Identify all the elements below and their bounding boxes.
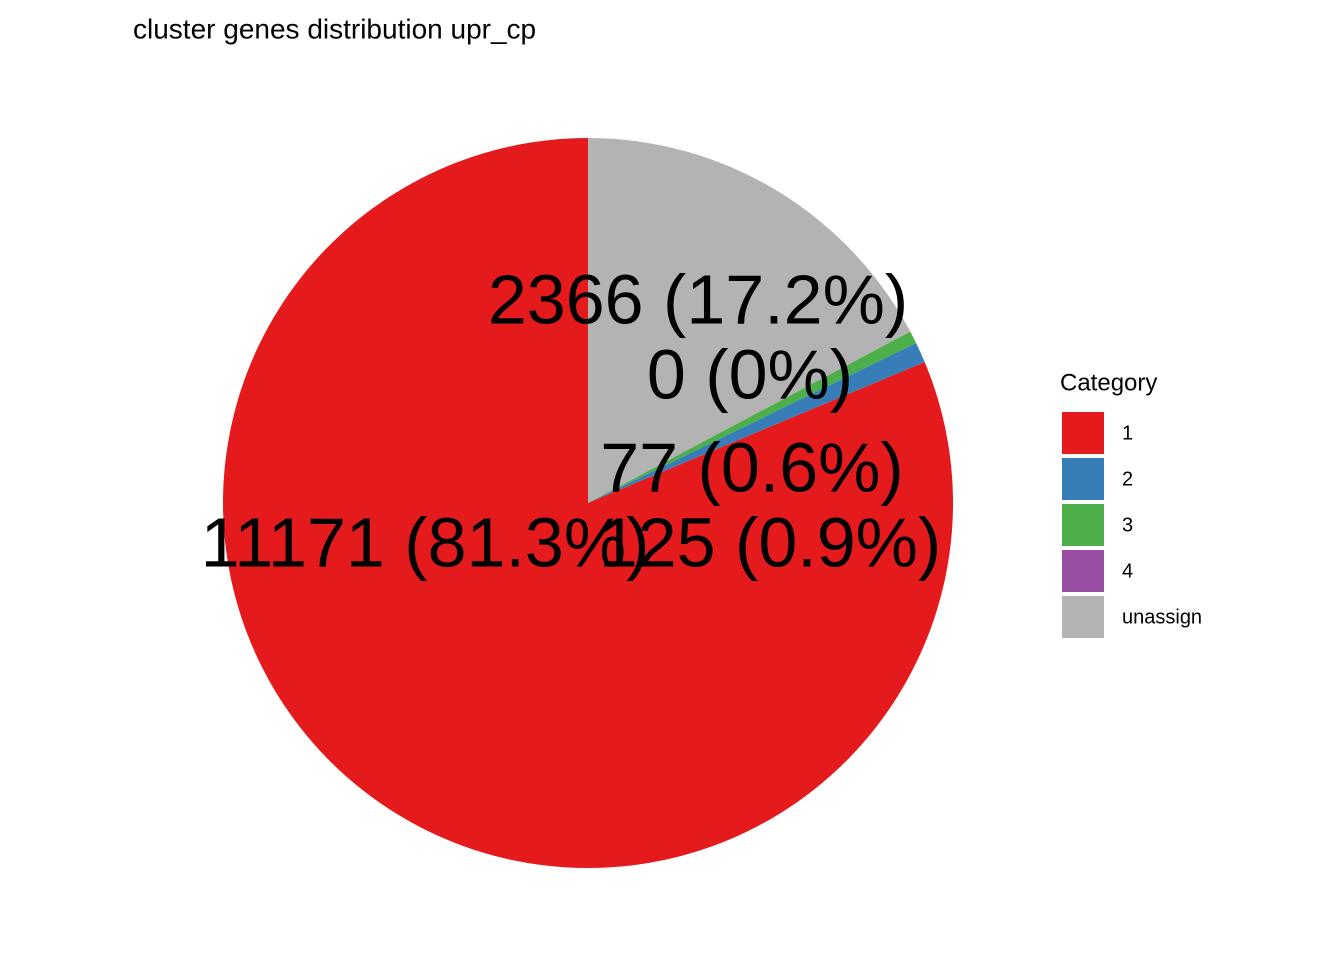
legend-label: unassign xyxy=(1122,606,1202,628)
slice-label: 125 (0.9%) xyxy=(599,503,941,581)
slice-label: 77 (0.6%) xyxy=(600,428,903,506)
legend-label: 3 xyxy=(1122,514,1133,536)
slice-label: 11171 (81.3%) xyxy=(201,503,650,581)
legend-label: 2 xyxy=(1122,468,1133,490)
legend-title: Category xyxy=(1060,369,1157,396)
slice-label: 0 (0%) xyxy=(647,335,853,413)
legend: 1 2 3 4 unassign xyxy=(1062,412,1202,638)
legend-key xyxy=(1062,412,1104,454)
pie-slice xyxy=(223,138,953,868)
pie xyxy=(223,138,953,868)
legend-label: 1 xyxy=(1122,422,1133,444)
pie-slice xyxy=(588,343,925,503)
chart-title: cluster genes distribution upr_cp xyxy=(133,13,536,44)
pie-slice xyxy=(588,138,911,503)
slice-labels: 11171 (81.3%)125 (0.9%)77 (0.6%) 0 (0%)23… xyxy=(201,260,942,581)
pie-slice xyxy=(588,331,917,503)
legend-label: 4 xyxy=(1122,560,1133,582)
legend-key xyxy=(1062,550,1104,592)
legend-key xyxy=(1062,458,1104,500)
legend-key xyxy=(1062,596,1104,638)
legend-key xyxy=(1062,504,1104,546)
slice-label: 2366 (17.2%) xyxy=(488,260,908,338)
